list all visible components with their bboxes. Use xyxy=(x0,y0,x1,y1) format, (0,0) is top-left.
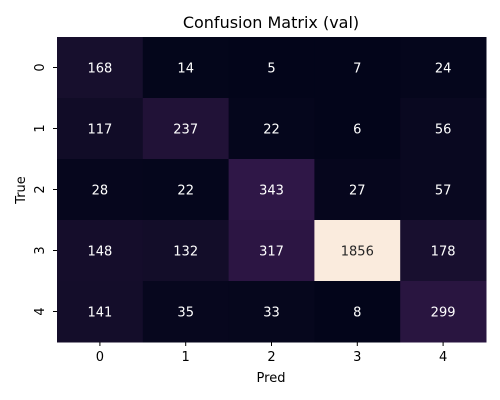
cell-value-label-0-4: 24 xyxy=(435,62,452,77)
cell-value-label-3-4: 178 xyxy=(431,245,456,260)
x-tick-label-1: 1 xyxy=(182,350,190,365)
heatmap-cell-3-1 xyxy=(142,220,230,282)
heatmap-cell-3-4 xyxy=(400,220,487,282)
cell-value-label-3-0: 148 xyxy=(87,245,112,260)
y-tick-label-0: 0 xyxy=(33,63,48,71)
y-axis-ticks: 0 1 2 3 4 xyxy=(33,63,57,316)
heatmap-cells xyxy=(57,37,487,343)
heatmap-cell-2-3 xyxy=(314,159,401,221)
cell-value-label-1-3: 6 xyxy=(353,123,361,138)
y-tick-label-1: 1 xyxy=(33,124,48,132)
x-tick-label-4: 4 xyxy=(439,350,447,365)
heatmap-cell-4-0 xyxy=(57,281,144,343)
heatmap-cell-1-2 xyxy=(228,98,315,160)
cell-value-label-0-3: 7 xyxy=(353,62,361,77)
x-tick-label-2: 2 xyxy=(267,350,275,365)
cell-value-label-0-2: 5 xyxy=(267,62,275,77)
heatmap-cell-1-0 xyxy=(57,98,144,160)
cell-value-label-4-4: 299 xyxy=(431,306,456,321)
heatmap-cell-0-1 xyxy=(142,37,230,99)
chart-title: Confusion Matrix (val) xyxy=(183,13,359,32)
cell-value-label-1-0: 117 xyxy=(87,123,112,138)
heatmap-cell-2-0 xyxy=(57,159,144,221)
x-axis-ticks: 0 1 2 3 4 xyxy=(96,342,447,365)
cell-value-label-4-0: 141 xyxy=(87,306,112,321)
cell-value-label-1-4: 56 xyxy=(435,123,452,138)
cell-value-label-3-3: 1856 xyxy=(341,245,374,260)
y-tick-label-2: 2 xyxy=(33,185,48,193)
heatmap-cell-3-0 xyxy=(57,220,144,282)
heatmap-cell-0-4 xyxy=(400,37,487,99)
heatmap-cell-1-4 xyxy=(400,98,487,160)
cell-value-label-4-2: 33 xyxy=(263,306,280,321)
y-axis-label: True xyxy=(14,176,29,205)
heatmap-cell-2-2 xyxy=(228,159,315,221)
heatmap-cell-3-3 xyxy=(314,220,401,282)
heatmap-cell-2-4 xyxy=(400,159,487,221)
heatmap-cell-2-1 xyxy=(142,159,230,221)
cell-value-label-1-1: 237 xyxy=(173,123,198,138)
cell-value-label-4-1: 35 xyxy=(177,306,194,321)
cell-value-label-2-3: 27 xyxy=(349,184,366,199)
y-tick-label-3: 3 xyxy=(33,246,48,254)
heatmap-cell-1-3 xyxy=(314,98,401,160)
heatmap-cell-1-1 xyxy=(142,98,230,160)
cell-value-label-0-0: 168 xyxy=(87,62,112,77)
cell-value-label-2-0: 28 xyxy=(92,184,109,199)
heatmap-cell-0-2 xyxy=(228,37,315,99)
heatmap-cell-4-2 xyxy=(228,281,315,343)
heatmap-cell-4-3 xyxy=(314,281,401,343)
heatmap-cell-3-2 xyxy=(228,220,315,282)
cell-value-label-1-2: 22 xyxy=(263,123,280,138)
cell-value-label-2-2: 343 xyxy=(259,184,284,199)
x-tick-label-0: 0 xyxy=(96,350,104,365)
heatmap-cell-4-1 xyxy=(142,281,230,343)
cell-value-label-3-2: 317 xyxy=(259,245,284,260)
heatmap-cell-0-0 xyxy=(57,37,144,99)
x-axis-label: Pred xyxy=(257,371,286,386)
cell-value-label-2-4: 57 xyxy=(435,184,452,199)
cell-value-label-0-1: 14 xyxy=(177,62,194,77)
y-tick-label-4: 4 xyxy=(33,307,48,315)
cell-value-label-4-3: 8 xyxy=(353,306,361,321)
cell-value-label-3-1: 132 xyxy=(173,245,198,260)
x-tick-label-3: 3 xyxy=(353,350,361,365)
cell-value-label-2-1: 22 xyxy=(177,184,194,199)
heatmap-cell-4-4 xyxy=(400,281,487,343)
heatmap-cell-0-3 xyxy=(314,37,401,99)
